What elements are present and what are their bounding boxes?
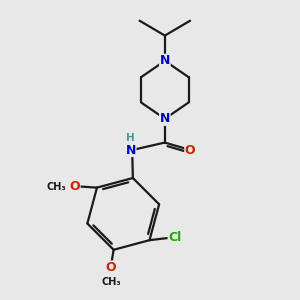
Text: N: N <box>160 54 170 67</box>
Text: O: O <box>69 180 80 193</box>
Text: Cl: Cl <box>168 231 182 244</box>
Text: N: N <box>160 112 170 125</box>
Text: CH₃: CH₃ <box>46 182 66 192</box>
Text: O: O <box>105 261 116 274</box>
Text: N: N <box>125 143 136 157</box>
Text: O: O <box>185 143 195 157</box>
Text: CH₃: CH₃ <box>101 278 121 287</box>
Text: H: H <box>126 133 135 142</box>
